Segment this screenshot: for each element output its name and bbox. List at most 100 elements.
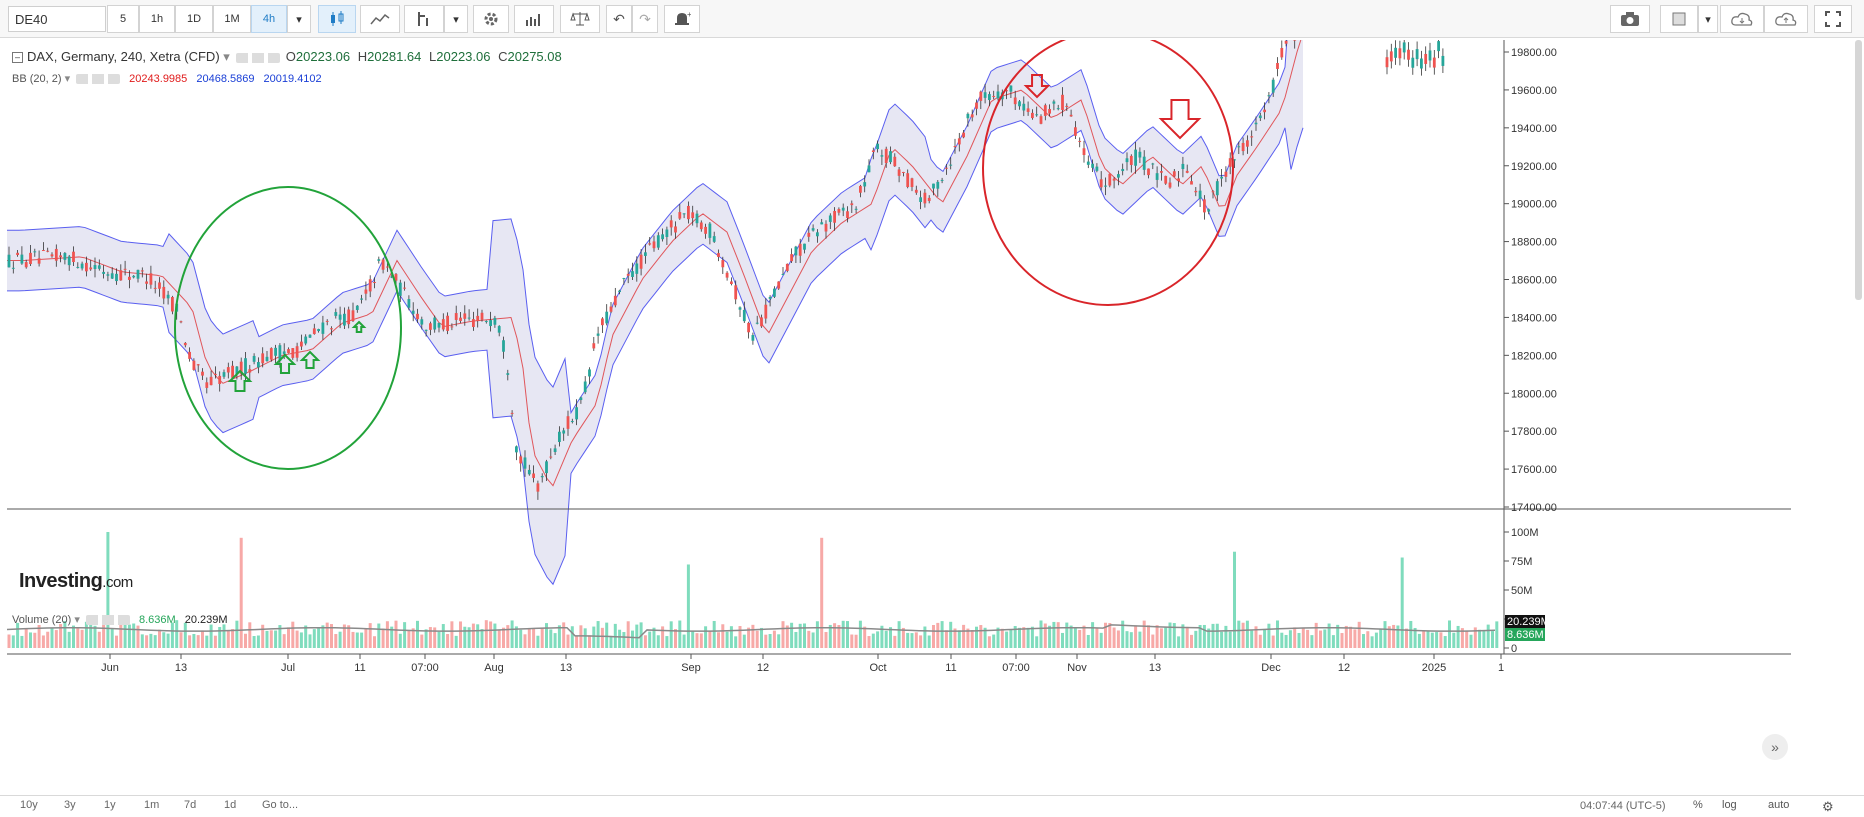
legend-tools-icon[interactable]: [85, 615, 130, 626]
candle-body: [510, 412, 514, 414]
volume-bar: [506, 625, 510, 648]
volume-bar: [41, 635, 45, 648]
volume-bar: [755, 630, 759, 648]
volume-bar: [1108, 623, 1112, 648]
symbol-search-input[interactable]: [8, 6, 106, 32]
candle-body: [1389, 51, 1393, 62]
range-3y-button[interactable]: 3y: [64, 799, 76, 811]
alert-button[interactable]: +: [664, 5, 700, 33]
cloud-save-button[interactable]: [1764, 5, 1808, 33]
volume-bar: [583, 628, 587, 648]
compare-button[interactable]: [560, 5, 600, 33]
goto-date-button[interactable]: Go to...: [262, 799, 299, 811]
chart-area[interactable]: 19800.00 19600.00 19400.00 19200.00 19000.00…: [7, 40, 1791, 803]
log-scale-button[interactable]: log: [1722, 799, 1737, 811]
range-10y-button[interactable]: 10y: [20, 799, 38, 811]
candle-body: [355, 305, 359, 310]
interval-1d-button[interactable]: 1D: [175, 5, 213, 33]
volume-bar: [656, 635, 660, 648]
legend-tools-icon[interactable]: [235, 52, 280, 63]
candle-body: [979, 91, 983, 101]
volume-bar: [919, 635, 923, 648]
settings-button[interactable]: [473, 5, 509, 33]
volume-bar: [1159, 628, 1163, 648]
volume-bar: [145, 635, 149, 648]
page-scrollbar[interactable]: [1855, 40, 1862, 300]
chevron-down-icon[interactable]: ▾: [61, 73, 71, 85]
indicators-button[interactable]: [360, 5, 400, 33]
green-circle-annotation: [174, 186, 402, 470]
drawing-dropdown-button[interactable]: ▾: [444, 5, 468, 33]
percent-scale-button[interactable]: %: [1693, 799, 1703, 811]
drawing-tools-button[interactable]: [404, 5, 444, 33]
volume-bar: [1168, 622, 1172, 648]
range-1m-button[interactable]: 1m: [144, 799, 160, 811]
volume-bar: [188, 635, 192, 648]
fullscreen-button[interactable]: [1814, 5, 1852, 33]
price-tick-label: 19000.00: [1511, 199, 1557, 211]
volume-bar: [351, 631, 355, 648]
green-up-arrow-icon: [227, 369, 253, 392]
volume-bar: [158, 629, 161, 648]
chevron-down-icon[interactable]: ▾: [219, 49, 230, 64]
volume-bar: [1340, 633, 1344, 648]
candle-body: [1112, 178, 1116, 181]
price-tick-label: 19200.00: [1511, 161, 1557, 173]
volume-bar: [428, 627, 432, 648]
cloud-load-button[interactable]: [1720, 5, 1764, 33]
interval-5-button[interactable]: 5: [107, 5, 139, 33]
volume-bar: [368, 623, 372, 648]
volume-bar: [1409, 620, 1413, 648]
volume-bar: [390, 626, 394, 648]
volume-bar: [1327, 623, 1331, 648]
studies-button[interactable]: [514, 5, 554, 33]
legend-tools-icon[interactable]: [76, 74, 121, 85]
candle-body: [97, 265, 101, 269]
volume-bar: [1190, 634, 1193, 648]
range-7d-button[interactable]: 7d: [184, 799, 197, 811]
chevron-down-icon[interactable]: ▾: [71, 614, 80, 626]
candle-body: [1091, 163, 1094, 168]
auto-scale-button[interactable]: auto: [1768, 799, 1790, 811]
range-1y-button[interactable]: 1y: [104, 799, 116, 811]
volume-ma-tag-label: 20.239M: [1507, 616, 1550, 628]
candle-body: [1267, 95, 1271, 97]
interval-dropdown-button[interactable]: ▾: [287, 5, 311, 33]
layout-dropdown-button[interactable]: ▾: [1698, 5, 1718, 33]
candle-body: [407, 299, 411, 308]
volume-bar: [914, 632, 918, 648]
candle-body: [145, 281, 148, 284]
interval-1h-button[interactable]: 1h: [139, 5, 175, 33]
volume-bar: [699, 633, 703, 648]
candle-body: [1031, 112, 1034, 119]
candle-body: [695, 213, 699, 224]
screenshot-button[interactable]: [1610, 5, 1650, 33]
interval-1m-button[interactable]: 1M: [213, 5, 251, 33]
collapse-icon[interactable]: –: [12, 52, 23, 64]
scroll-to-realtime-button[interactable]: »: [1762, 734, 1788, 760]
range-1d-button[interactable]: 1d: [224, 799, 237, 811]
interval-4h-button[interactable]: 4h: [251, 5, 287, 33]
volume-bar: [484, 620, 488, 648]
candles-type-button[interactable]: [318, 5, 356, 33]
candle-body: [269, 348, 273, 360]
undo-button[interactable]: ↶: [606, 5, 632, 33]
volume-bar: [256, 635, 260, 648]
candle-body: [450, 326, 454, 328]
layout-button[interactable]: [1660, 5, 1698, 33]
volume-bar: [553, 633, 557, 648]
volume-bar: [209, 624, 213, 648]
candle-body: [652, 241, 656, 249]
price-chart[interactable]: 19800.00 19600.00 19400.00 19200.00 19000.00…: [7, 40, 1791, 795]
volume-bar: [1009, 629, 1013, 648]
volume-bar: [880, 625, 884, 648]
volume-bar: [261, 624, 265, 648]
candle-body: [360, 298, 363, 300]
candle-body: [936, 181, 940, 189]
gear-icon[interactable]: ⚙: [1822, 799, 1834, 814]
redo-button[interactable]: ↷: [632, 5, 658, 33]
volume-bar: [166, 633, 170, 648]
candle-body: [42, 250, 45, 252]
volume-bar: [1448, 620, 1451, 648]
candle-body: [631, 271, 634, 277]
